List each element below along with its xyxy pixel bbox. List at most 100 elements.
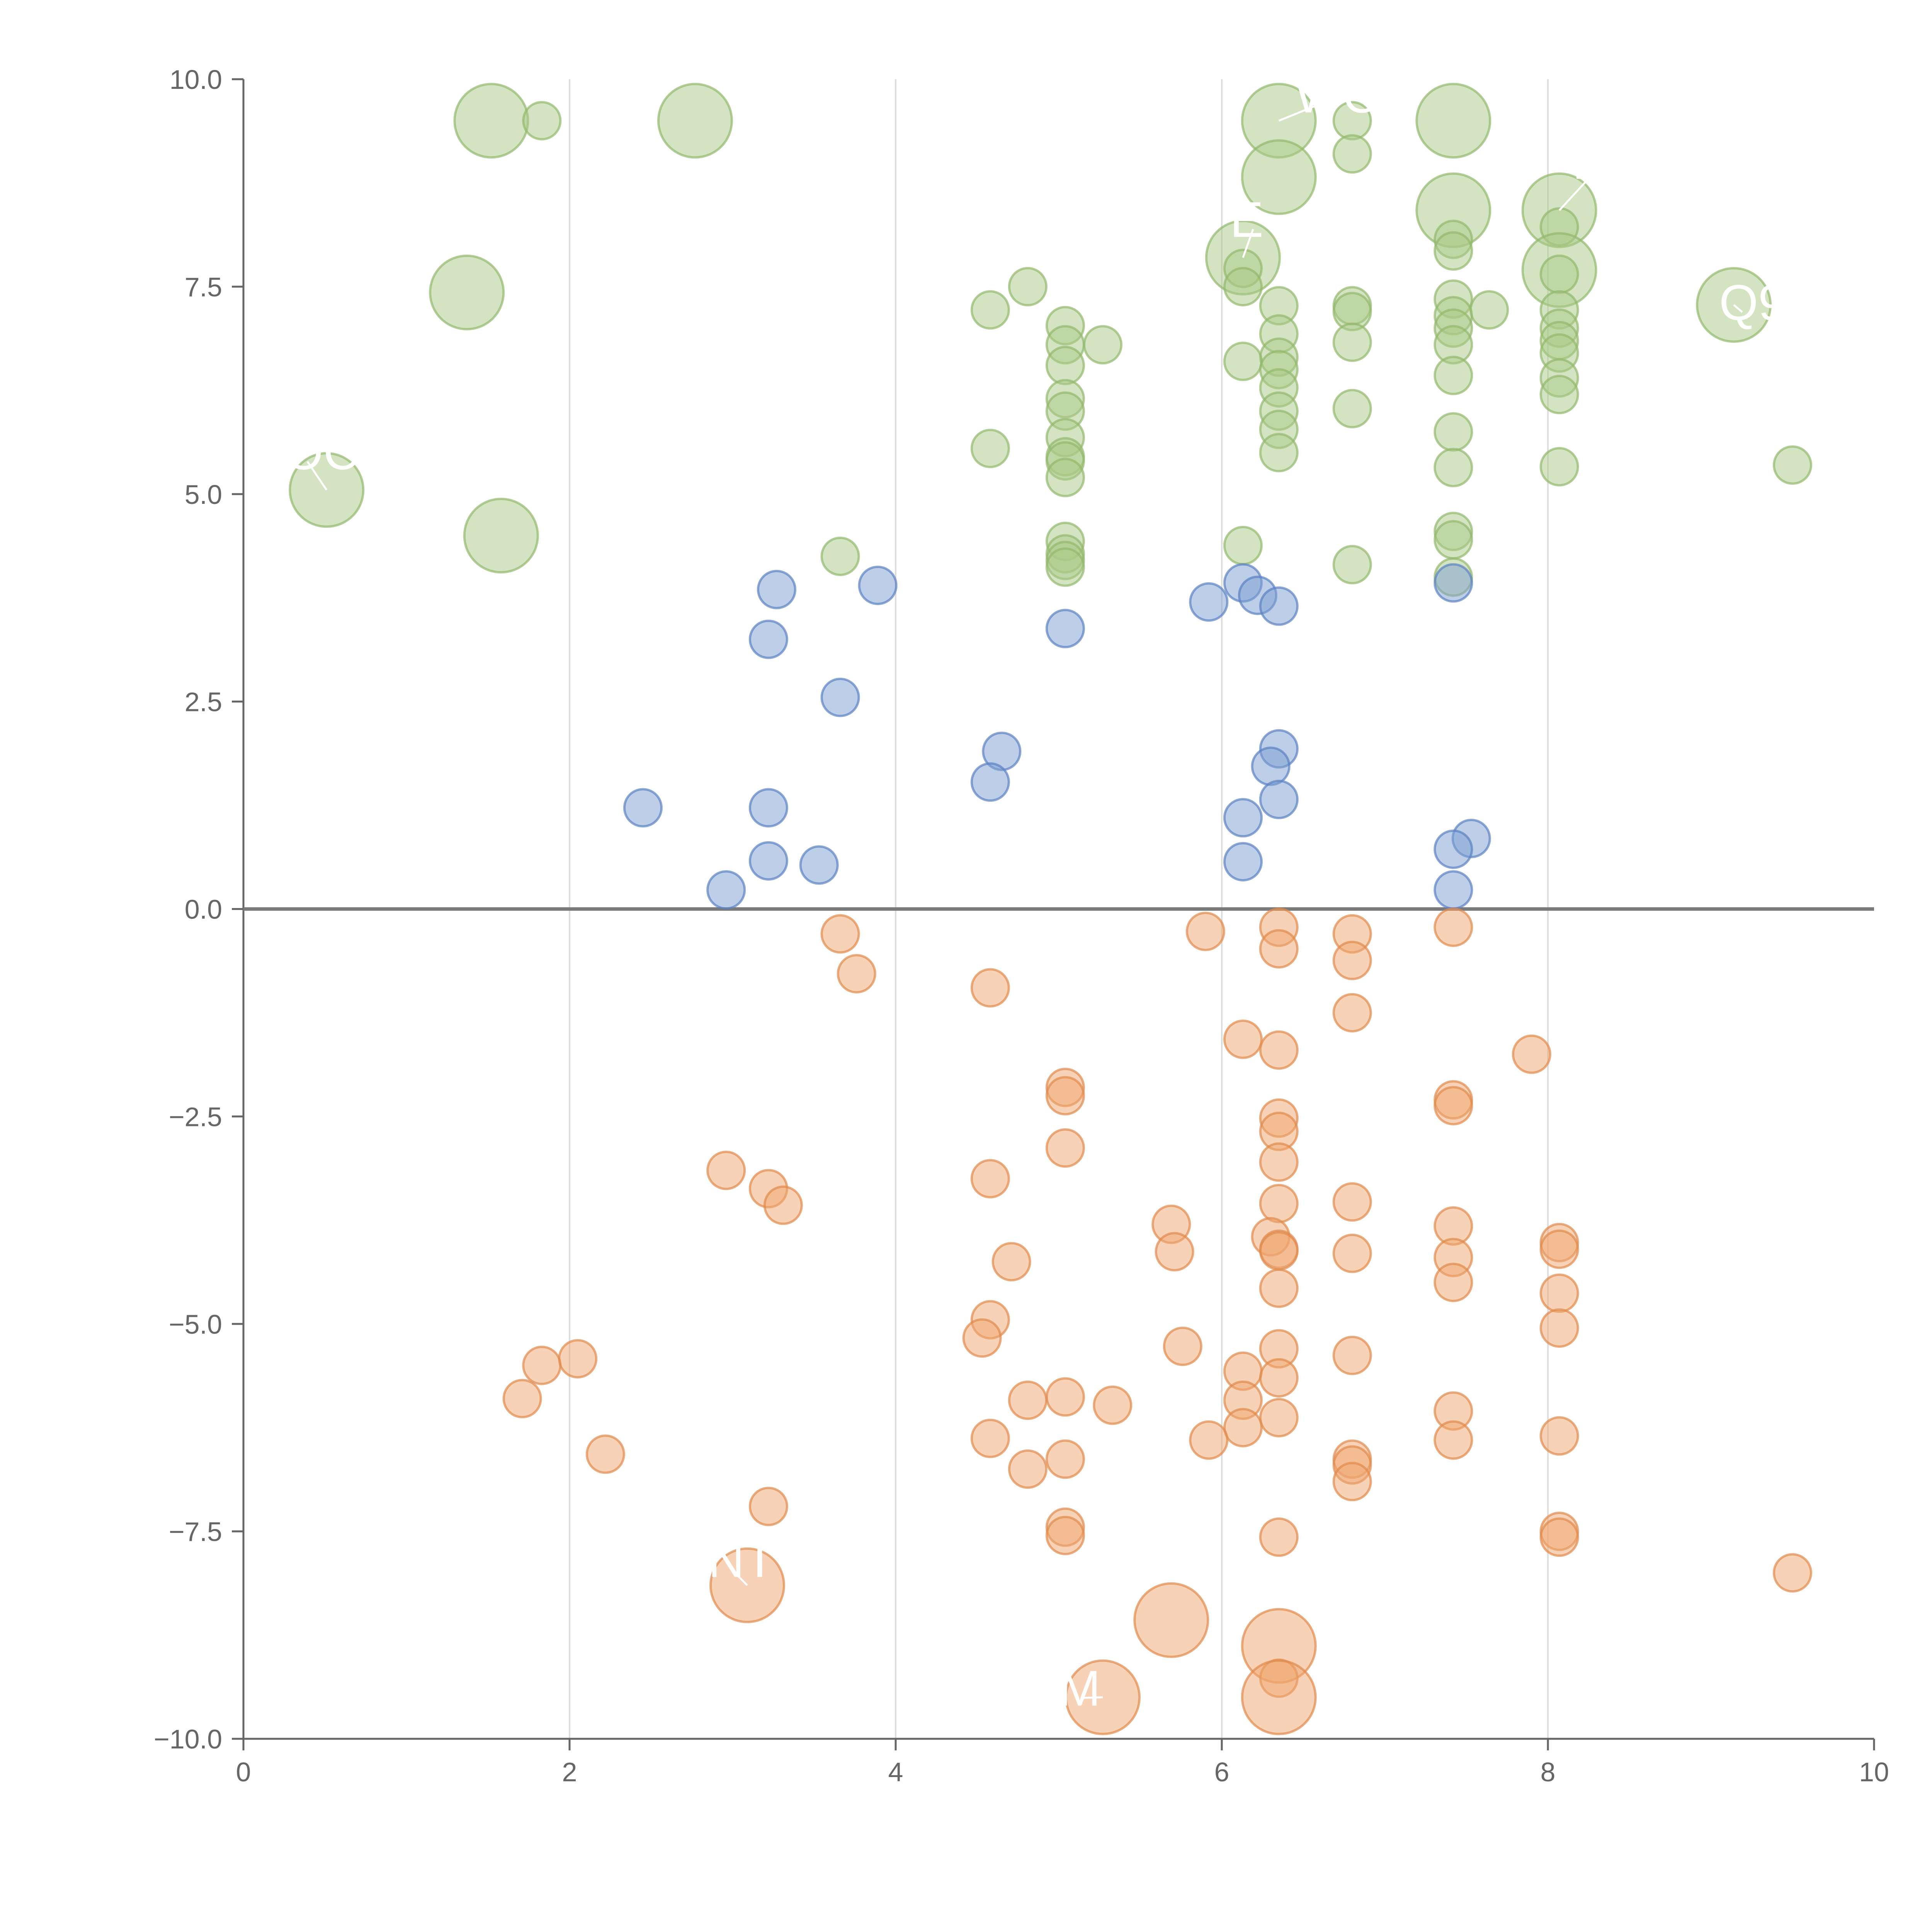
orange-data-point: [1045, 1076, 1085, 1116]
annotation-leader: [1082, 1696, 1103, 1699]
orange-data-point: [1259, 1358, 1299, 1398]
y-tick-label: −2.5: [169, 1102, 222, 1132]
orange-data-point: [1223, 1408, 1263, 1447]
green-data-point: [1045, 345, 1085, 385]
orange-data-point: [1045, 1128, 1085, 1168]
orange-data-point: [1259, 1268, 1299, 1308]
blue-data-point: [1259, 780, 1299, 820]
y-tick-label: 2.5: [185, 687, 222, 717]
x-tick-label: 6: [1214, 1757, 1230, 1787]
green-data-point: [1241, 139, 1317, 215]
blue-data-point: [706, 870, 746, 910]
orange-data-point: [1008, 1380, 1048, 1420]
orange-data-point: [970, 968, 1010, 1008]
green-data-point: [1045, 457, 1085, 497]
x-tick-label: 4: [888, 1757, 903, 1787]
blue-data-point: [820, 677, 860, 717]
x-tick-label: 0: [236, 1757, 251, 1787]
orange-data-point: [1259, 1184, 1299, 1223]
green-data-point: [1415, 83, 1492, 159]
green-data-point: [1332, 322, 1372, 362]
green-data-point: [1469, 290, 1509, 330]
green-data-point: [970, 290, 1010, 330]
blue-data-point: [1259, 586, 1299, 626]
green-data-point: [1539, 447, 1579, 486]
blue-data-point: [858, 565, 898, 605]
annotation-leader: [1733, 304, 1743, 313]
blue-data-point: [623, 788, 663, 828]
green-data-point: [1434, 231, 1473, 271]
orange-data-point: [1259, 1030, 1299, 1070]
annotation-label: D: [1572, 133, 1609, 190]
green-data-point: [1223, 267, 1263, 306]
green-data-point: [1539, 375, 1579, 415]
axes: 0 2 4 6 8 10 −10.0 −7.5 −5.0 −2.5 0.0 2.5 5.0 7.5 10.0: [154, 65, 1889, 1787]
blue-data-point: [1434, 563, 1473, 603]
annotation-label: E: [1230, 191, 1264, 248]
blue-data-point: [799, 845, 839, 885]
annotation-leader: [1242, 229, 1254, 258]
orange-data-point: [1259, 1231, 1299, 1271]
orange-data-point: [1332, 1182, 1372, 1222]
blue-data-point: [748, 619, 788, 659]
green-data-point: [522, 101, 562, 141]
orange-data-point: [1512, 1034, 1551, 1074]
y-tick-label: −5.0: [169, 1309, 222, 1339]
orange-data-point: [585, 1434, 625, 1474]
orange-data-point: [970, 1418, 1010, 1458]
orange-data-point: [1259, 1142, 1299, 1182]
green-data-point: [1332, 134, 1372, 174]
annotation-leader: [730, 1568, 748, 1586]
annotation-leader: [1278, 104, 1319, 122]
y-tick-label: 7.5: [185, 272, 222, 302]
orange-data-point: [1539, 1308, 1579, 1348]
orange-data-point: [1773, 1553, 1812, 1593]
green-data-point: [1083, 325, 1122, 365]
orange-data-point: [1332, 1462, 1372, 1502]
orange-data-point: [1539, 1273, 1579, 1313]
orange-data-point: [1434, 1262, 1473, 1302]
annotation-label: NT: [708, 1531, 775, 1588]
blue-data-point: [970, 762, 1010, 802]
orange-data-point: [1259, 1517, 1299, 1557]
blue-data-point: [748, 788, 788, 828]
orange-data-point: [837, 954, 876, 994]
orange-data-point: [1185, 912, 1225, 951]
orange-data-point: [558, 1339, 598, 1379]
orange-data-point: [1259, 929, 1299, 969]
y-tick-label: 10.0: [170, 65, 222, 95]
blue-data-point: [748, 841, 788, 881]
green-data-point: [1259, 433, 1299, 473]
green-data-point: [429, 254, 505, 330]
annotation-leader: [306, 461, 328, 491]
orange-data-point: [1539, 1229, 1579, 1269]
green-data-point: [1223, 526, 1263, 565]
orange-data-point: [1189, 1420, 1229, 1460]
orange-data-point: [1241, 1659, 1317, 1735]
blue-data-point: [1223, 842, 1263, 882]
orange-data-point: [748, 1486, 788, 1526]
orange-data-point: [1259, 1398, 1299, 1437]
green-data-point: [1773, 445, 1812, 485]
y-tick-label: −10.0: [154, 1724, 222, 1754]
orange-data-point: [1093, 1385, 1133, 1425]
orange-data-point: [1133, 1582, 1209, 1658]
x-tick-label: 2: [562, 1757, 577, 1787]
green-data-point: [453, 83, 529, 159]
orange-data-point: [706, 1150, 746, 1190]
green-data-point: [463, 498, 539, 574]
orange-data-point: [1332, 993, 1372, 1032]
orange-data-point: [1008, 1449, 1048, 1489]
blue-data-point: [757, 570, 796, 609]
annotation-label: Q9: [1719, 274, 1786, 331]
orange-data-point: [992, 1242, 1031, 1282]
orange-data-point: [1045, 1377, 1085, 1417]
orange-data-point: [970, 1159, 1010, 1199]
orange-data-point: [1163, 1327, 1202, 1366]
green-data-point: [1008, 267, 1048, 306]
blue-data-point: [1223, 798, 1263, 838]
orange-data-point: [522, 1345, 562, 1385]
point-annotations: OC E WOO D Q9 NT M: [284, 67, 1786, 1716]
orange-data-point: [502, 1379, 542, 1418]
